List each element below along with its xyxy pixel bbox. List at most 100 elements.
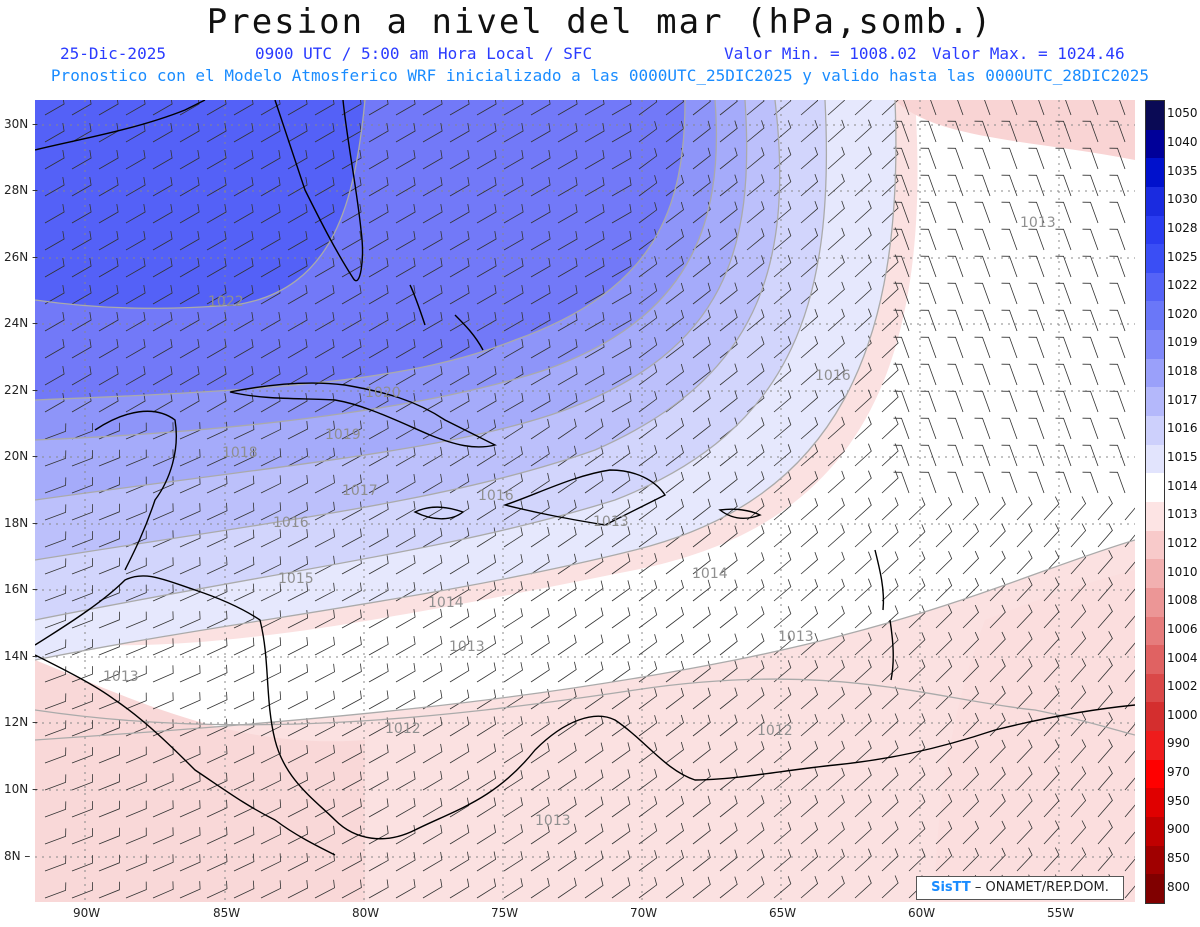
wind-barb	[908, 848, 926, 872]
contour-label: 1018	[222, 445, 258, 461]
wind-barb	[584, 204, 605, 224]
wind-barb	[746, 606, 765, 629]
wind-barb	[1016, 820, 1033, 845]
lat-label: 14N –	[4, 649, 39, 663]
wind-barb	[1109, 120, 1126, 143]
wind-barb	[881, 821, 899, 845]
wind-barb	[476, 419, 497, 440]
colorbar-segment	[1146, 673, 1164, 703]
wind-barb	[665, 633, 684, 656]
wind-barb	[503, 285, 524, 305]
wind-barb	[947, 201, 964, 224]
wind-barb	[920, 228, 937, 251]
contour-label: 1013	[103, 669, 139, 685]
wind-barb	[152, 150, 173, 170]
wind-barb	[44, 828, 67, 845]
wind-barb	[1001, 174, 1018, 197]
wind-barb	[422, 366, 443, 386]
wind-barb	[638, 688, 658, 710]
wind-barb	[260, 100, 281, 116]
wind-barb	[1028, 201, 1045, 224]
wind-barb	[557, 312, 578, 332]
wind-barb	[368, 690, 389, 710]
wind-barb	[287, 637, 309, 656]
wind-barb	[152, 881, 174, 899]
wind-barb	[152, 312, 173, 332]
wind-barb	[152, 665, 174, 683]
wind-barb	[98, 449, 120, 467]
wind-barb	[827, 470, 845, 494]
wind-barb	[152, 123, 173, 143]
wind-barb	[773, 741, 792, 764]
wind-barb	[1016, 577, 1033, 602]
wind-barb	[1001, 471, 1018, 494]
wind-barb	[908, 713, 926, 737]
wind-barb	[152, 692, 174, 710]
wind-barbs	[44, 100, 1135, 899]
wind-barb	[44, 339, 65, 359]
colorbar-label: 1018	[1167, 364, 1198, 379]
wind-barb	[233, 339, 254, 359]
wind-barb	[692, 147, 711, 170]
wind-barb	[854, 767, 872, 791]
wind-barb	[503, 312, 524, 332]
wind-barb	[233, 123, 254, 143]
wind-barb	[395, 231, 416, 251]
wind-barb	[260, 285, 281, 305]
wind-barb	[692, 795, 711, 818]
wind-barb	[827, 821, 845, 845]
wind-barb	[611, 796, 631, 818]
wind-barb	[557, 769, 577, 791]
wind-barb	[974, 174, 991, 197]
wind-barb	[746, 768, 765, 791]
wind-barb	[773, 417, 792, 440]
wind-barb	[98, 258, 119, 278]
wind-barb	[530, 445, 550, 467]
wind-barb	[800, 794, 819, 818]
wind-barb	[530, 715, 550, 737]
wind-barb	[584, 580, 604, 602]
wind-barb	[692, 309, 711, 332]
wind-barb	[719, 633, 738, 656]
wind-barb	[98, 800, 120, 818]
wind-barb	[974, 444, 991, 467]
wind-barb	[665, 174, 684, 197]
wind-barb	[503, 554, 523, 575]
wind-barb	[422, 851, 443, 872]
wind-barb	[1124, 561, 1135, 575]
wind-barb	[314, 528, 335, 548]
wind-barb	[368, 447, 389, 467]
wind-barb	[746, 120, 765, 143]
wind-barb	[395, 771, 416, 791]
colorbar-label: 800	[1167, 879, 1190, 894]
wind-barb	[947, 417, 964, 440]
wind-barb	[638, 472, 658, 494]
wind-barb	[1082, 336, 1099, 359]
wind-barb	[584, 661, 604, 683]
map-canvas: 1022 1020 1019 1018 1017 1016 1016 1016 …	[35, 100, 1135, 902]
wind-barb	[947, 147, 964, 170]
wind-barb	[44, 204, 65, 224]
wind-barb	[1097, 577, 1113, 602]
wind-barb	[584, 499, 604, 521]
wind-barb	[530, 123, 551, 143]
wind-barb	[692, 660, 711, 683]
wind-barb	[692, 282, 711, 305]
wind-barb	[449, 231, 470, 251]
wind-barb	[746, 471, 765, 494]
wind-barb	[341, 825, 362, 845]
wind-barb	[179, 611, 201, 629]
wind-barb	[233, 312, 254, 332]
wind-barb	[1055, 336, 1072, 359]
wind-barb	[893, 282, 910, 305]
wind-barb	[179, 449, 201, 467]
wind-barb	[503, 824, 523, 845]
wind-barb	[71, 100, 92, 116]
wind-barb	[557, 742, 577, 764]
wind-barb	[125, 881, 147, 899]
wind-barb	[920, 147, 937, 170]
wind-barb	[1016, 550, 1033, 575]
wind-barb	[746, 876, 765, 899]
wind-barb	[962, 604, 979, 629]
wind-barb	[476, 393, 497, 413]
